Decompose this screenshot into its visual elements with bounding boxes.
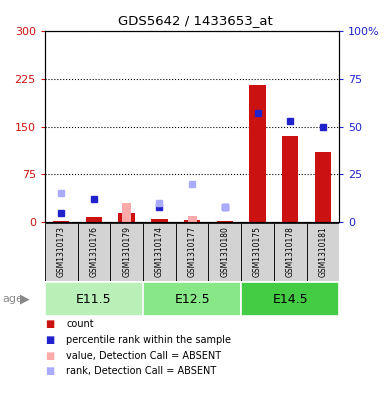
Bar — [119, 213, 135, 222]
Bar — [143, 223, 176, 281]
Text: count: count — [66, 319, 94, 329]
Bar — [307, 223, 339, 281]
Text: GSM1310177: GSM1310177 — [188, 226, 197, 277]
Text: GSM1310176: GSM1310176 — [89, 226, 98, 277]
Text: value, Detection Call = ABSENT: value, Detection Call = ABSENT — [66, 351, 222, 361]
Bar — [110, 223, 143, 281]
Text: GSM1310175: GSM1310175 — [253, 226, 262, 277]
Bar — [249, 85, 266, 222]
Text: GSM1310180: GSM1310180 — [220, 226, 229, 277]
Bar — [241, 223, 274, 281]
Text: ▶: ▶ — [20, 292, 30, 306]
Text: percentile rank within the sample: percentile rank within the sample — [66, 335, 231, 345]
Text: GSM1310178: GSM1310178 — [286, 226, 295, 277]
Bar — [176, 223, 208, 281]
Bar — [208, 223, 241, 281]
Bar — [184, 220, 200, 222]
Bar — [188, 216, 197, 222]
Bar — [45, 282, 143, 316]
Text: rank, Detection Call = ABSENT: rank, Detection Call = ABSENT — [66, 366, 216, 376]
Bar — [86, 217, 102, 222]
Bar — [282, 136, 298, 222]
Text: E14.5: E14.5 — [272, 292, 308, 306]
Text: GSM1310173: GSM1310173 — [57, 226, 66, 277]
Bar — [122, 203, 131, 222]
Bar — [151, 219, 168, 222]
Bar — [53, 221, 69, 222]
Text: E12.5: E12.5 — [174, 292, 210, 306]
Text: E11.5: E11.5 — [76, 292, 112, 306]
Text: age: age — [2, 294, 23, 304]
Bar — [241, 282, 339, 316]
Bar — [315, 152, 331, 222]
Bar — [78, 223, 110, 281]
Text: ■: ■ — [45, 335, 54, 345]
Text: GDS5642 / 1433653_at: GDS5642 / 1433653_at — [118, 14, 272, 27]
Text: ■: ■ — [45, 351, 54, 361]
Bar — [45, 223, 78, 281]
Text: GSM1310174: GSM1310174 — [155, 226, 164, 277]
Text: ■: ■ — [45, 366, 54, 376]
Text: ■: ■ — [45, 319, 54, 329]
Text: GSM1310179: GSM1310179 — [122, 226, 131, 277]
Bar — [216, 221, 233, 222]
Bar — [274, 223, 307, 281]
Bar — [143, 282, 241, 316]
Text: GSM1310181: GSM1310181 — [319, 226, 328, 277]
